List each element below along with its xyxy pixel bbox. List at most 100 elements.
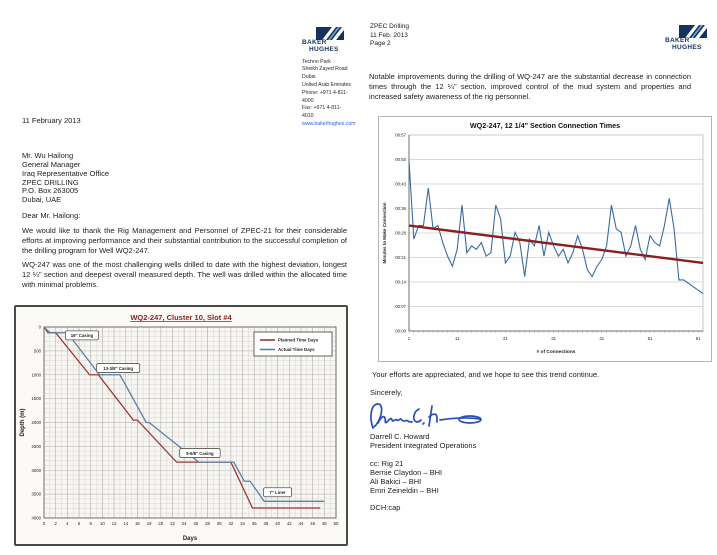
- signer-block: Darrell C. Howard President Integrated O…: [370, 432, 477, 451]
- svg-text:16" Casing: 16" Casing: [71, 333, 94, 338]
- svg-text:48: 48: [322, 521, 327, 526]
- svg-text:1000: 1000: [31, 372, 41, 377]
- depth-days-chart: WQ2-247, Cluster 10, Slot #4 0 2 4 6 8 10 12 14 1…: [14, 305, 348, 546]
- svg-text:44: 44: [299, 521, 304, 526]
- baker-hughes-logo-icon: [316, 27, 344, 40]
- svg-text:31: 31: [551, 336, 556, 341]
- website-text: www.bakerhughes.com: [302, 121, 356, 127]
- baker-hughes-logo-icon: [679, 25, 707, 38]
- recipient-line: P.O. Box 263005: [22, 186, 79, 196]
- svg-text:3000: 3000: [31, 468, 41, 473]
- svg-text:50: 50: [334, 521, 339, 526]
- svg-text:0: 0: [43, 521, 46, 526]
- svg-text:42: 42: [287, 521, 292, 526]
- svg-text:00:57: 00:57: [395, 133, 406, 138]
- svg-text:32: 32: [228, 521, 233, 526]
- salutation: Dear Mr. Hailong:: [22, 211, 81, 220]
- annotation-box: [96, 363, 141, 373]
- baker-hughes-logo: BAKER HUGHES: [660, 25, 710, 52]
- svg-text:16: 16: [135, 521, 140, 526]
- annotation-box: [179, 448, 221, 458]
- svg-text:10: 10: [100, 521, 105, 526]
- letterhead-address: Techno Park Sheikh Zayed Road Dubai Unit…: [302, 58, 356, 129]
- recipient-line: Dubai, UAE: [22, 195, 62, 205]
- svg-text:00:43: 00:43: [395, 182, 406, 187]
- address-line: Dubai: [302, 74, 316, 81]
- svg-text:40: 40: [275, 521, 280, 526]
- svg-text:00:14: 00:14: [395, 280, 406, 285]
- svg-text:13-3/8" Casing: 13-3/8" Casing: [103, 366, 133, 371]
- signature: [370, 403, 482, 429]
- logo-word-baker: BAKER: [665, 37, 690, 44]
- letter-date: 11 February 2013: [22, 116, 81, 125]
- svg-text:00:36: 00:36: [395, 206, 406, 211]
- connection-times-chart-svg: 00:00 00:07 00:14 00:21 00:28 00:36 00:43 00:50…: [382, 121, 704, 355]
- recipient-line: General Manager: [22, 159, 81, 169]
- signer-title: President Integrated Operations: [370, 440, 477, 450]
- connection-times-chart: 00:00 00:07 00:14 00:21 00:28 00:36 00:43 00:50…: [378, 116, 712, 362]
- svg-text:3500: 3500: [31, 492, 41, 497]
- body-paragraph-2: WQ-247 was one of the most challenging w…: [22, 260, 347, 289]
- address-line: United Arab Emirates: [302, 82, 352, 89]
- svg-text:2500: 2500: [31, 444, 41, 449]
- svg-text:21: 21: [503, 336, 508, 341]
- svg-text:2000: 2000: [31, 420, 41, 425]
- connection-time-series: [408, 160, 704, 295]
- sincerely-line: Sincerely,: [370, 388, 403, 397]
- cc-line: Bernie Claydon – BHI: [370, 467, 443, 477]
- svg-text:500: 500: [34, 348, 42, 353]
- recipient-block: Mr. Wu Hailong General Manager Iraq Repr…: [22, 151, 109, 205]
- baker-hughes-logo: BAKER HUGHES Techno Park Sheikh Zayed Ro…: [295, 27, 356, 129]
- recipient-line: Mr. Wu Hailong: [22, 151, 74, 160]
- svg-text:20: 20: [158, 521, 163, 526]
- legend-box: [253, 331, 333, 357]
- recipient-line: ZPEC DRILLING: [22, 177, 79, 187]
- svg-text:28: 28: [205, 521, 210, 526]
- svg-text:24: 24: [182, 521, 187, 526]
- logo-word-hughes: HUGHES: [672, 43, 702, 51]
- svg-text:00:28: 00:28: [395, 231, 406, 236]
- closing-line: Your efforts are appreciated, and we hop…: [372, 370, 600, 379]
- svg-text:51: 51: [648, 336, 653, 341]
- letter-page-1: BAKER HUGHES Techno Park Sheikh Zayed Ro…: [0, 0, 358, 555]
- page2-paragraph: Notable improvements during the drilling…: [369, 72, 691, 101]
- svg-text:1500: 1500: [31, 396, 41, 401]
- svg-text:4: 4: [66, 521, 69, 526]
- cc-line: Ali Bakici – BHI: [370, 476, 422, 486]
- svg-text:14: 14: [123, 521, 128, 526]
- svg-text:00:07: 00:07: [395, 304, 406, 309]
- logo-word-hughes: HUGHES: [309, 45, 339, 53]
- cc-block: cc: Rig 21 Bernie Claydon – BHI Ali Baki…: [370, 459, 443, 495]
- svg-text:4000: 4000: [31, 516, 41, 521]
- recipient-line: Iraq Representative Office: [22, 168, 109, 178]
- address-line: Fax: +971 4-811-4010: [302, 105, 342, 120]
- chart1-title: WQ2-247, Cluster 10, Slot #4: [130, 313, 232, 322]
- svg-text:41: 41: [599, 336, 604, 341]
- cc-line: Emri Zeineldin – BHI: [370, 485, 439, 495]
- cc-line: cc: Rig 21: [370, 459, 404, 468]
- chart1-ylabel: Depth (m): [20, 409, 26, 437]
- trend-line: [408, 224, 704, 265]
- header-line: ZPEC Drilling: [370, 23, 410, 30]
- svg-text:1: 1: [408, 336, 411, 341]
- logo-word-baker: BAKER: [302, 39, 327, 46]
- address-line: Sheikh Zayed Road: [302, 66, 348, 73]
- letter-page-2: ZPEC Drilling 11 Feb. 2013 Page 2 BAKER …: [358, 0, 717, 555]
- page2-header: ZPEC Drilling 11 Feb. 2013 Page 2: [370, 23, 409, 49]
- svg-text:26: 26: [193, 521, 198, 526]
- svg-text:36: 36: [252, 521, 257, 526]
- header-line: Page 2: [370, 40, 391, 48]
- svg-text:12: 12: [112, 521, 117, 526]
- svg-text:2: 2: [54, 521, 57, 526]
- chart2-title: WQ2-247, 12 1/4" Section Connection Time…: [470, 121, 620, 130]
- svg-text:Planned Time Days: Planned Time Days: [278, 338, 319, 343]
- svg-text:6: 6: [78, 521, 81, 526]
- body-paragraph-1: We would like to thank the Rig Managemen…: [22, 226, 347, 255]
- svg-text:Actual Time Days: Actual Time Days: [278, 347, 315, 352]
- annotation-box: [263, 487, 293, 498]
- address-line: Techno Park: [302, 58, 331, 65]
- svg-text:00:21: 00:21: [395, 255, 406, 260]
- svg-text:22: 22: [170, 521, 175, 526]
- annotation-box: [65, 330, 99, 341]
